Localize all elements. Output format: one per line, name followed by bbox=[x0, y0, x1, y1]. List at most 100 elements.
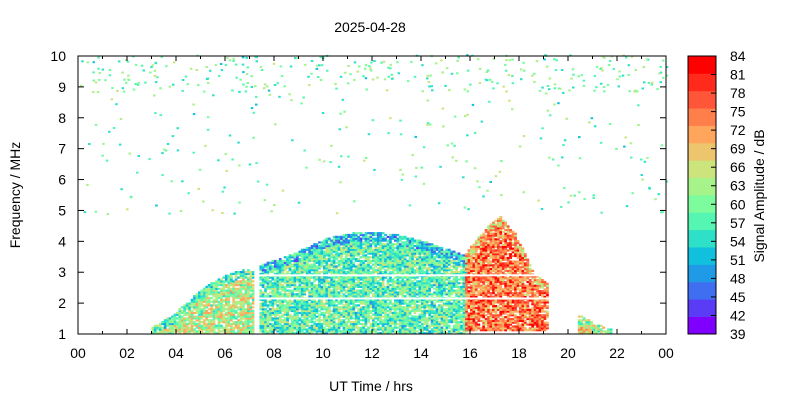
heatmap-cell bbox=[470, 275, 473, 278]
heatmap-cell bbox=[310, 254, 314, 257]
heatmap-cell bbox=[271, 306, 275, 309]
heatmap-cell bbox=[345, 261, 348, 264]
heatmap-cell bbox=[345, 252, 348, 255]
heatmap-cell bbox=[313, 302, 316, 305]
heatmap-cell bbox=[372, 278, 375, 281]
heatmap-cell bbox=[352, 271, 356, 274]
heatmap-cell bbox=[386, 309, 390, 313]
heatmap-cell bbox=[389, 287, 392, 290]
heatmap-cell bbox=[266, 285, 270, 288]
heatmap-cell bbox=[327, 322, 331, 326]
heatmap-cell bbox=[195, 308, 199, 311]
heatmap-cell bbox=[345, 267, 348, 270]
heatmap-cell bbox=[362, 291, 365, 294]
heatmap-cell bbox=[425, 295, 429, 298]
heatmap-cell bbox=[269, 326, 272, 329]
heatmap-cell bbox=[376, 322, 380, 326]
heatmap-cell bbox=[300, 291, 304, 294]
heatmap-cell bbox=[310, 311, 314, 314]
heatmap-cell bbox=[472, 249, 476, 252]
heatmap-cell bbox=[401, 245, 405, 248]
heatmap-cell bbox=[411, 237, 414, 240]
heatmap-cell bbox=[435, 332, 439, 335]
heatmap-cell bbox=[376, 243, 380, 246]
heatmap-cell bbox=[452, 289, 456, 292]
heatmap-cell bbox=[310, 330, 314, 333]
heatmap-cell bbox=[308, 252, 311, 255]
heatmap-cell bbox=[180, 330, 184, 333]
heatmap-cell bbox=[190, 315, 194, 318]
heatmap-cell bbox=[210, 326, 213, 329]
heatmap-cell bbox=[465, 260, 468, 263]
heatmap-cell bbox=[281, 289, 285, 292]
heatmap-cell bbox=[384, 258, 387, 261]
heatmap-cell bbox=[244, 274, 248, 277]
heatmap-cell bbox=[251, 274, 255, 277]
heatmap-cell bbox=[376, 298, 380, 301]
heatmap-cell bbox=[477, 282, 481, 285]
heatmap-cell bbox=[232, 326, 235, 329]
heatmap-cell bbox=[452, 326, 456, 329]
heatmap-cell bbox=[296, 261, 299, 264]
heatmap-cell bbox=[408, 306, 412, 309]
heatmap-cell bbox=[298, 319, 302, 322]
heatmap-cell bbox=[278, 322, 282, 326]
heatmap-cell bbox=[313, 258, 316, 261]
heatmap-cell bbox=[391, 291, 395, 294]
heatmap-cell bbox=[288, 280, 292, 283]
heatmap-cell bbox=[369, 332, 373, 335]
heatmap-cell bbox=[401, 246, 405, 250]
heatmap-cell bbox=[274, 321, 277, 324]
heatmap-cell bbox=[278, 309, 282, 313]
heatmap-cell bbox=[455, 315, 458, 318]
heatmap-cell bbox=[467, 266, 471, 269]
heatmap-cell bbox=[450, 308, 454, 311]
heatmap-cell bbox=[227, 302, 231, 305]
heatmap-cell bbox=[467, 277, 471, 280]
heatmap-cell bbox=[271, 313, 275, 316]
heatmap-cell bbox=[298, 254, 302, 257]
heatmap-cell bbox=[323, 259, 326, 263]
heatmap-cell bbox=[401, 311, 405, 314]
heatmap-cell bbox=[403, 332, 407, 335]
heatmap-cell bbox=[435, 315, 439, 318]
heatmap-cell bbox=[452, 300, 456, 303]
heatmap-cell bbox=[283, 293, 287, 296]
heatmap-cell bbox=[185, 311, 189, 314]
heatmap-cell bbox=[330, 309, 333, 313]
heatmap-cell bbox=[472, 323, 476, 326]
heatmap-cell bbox=[298, 326, 302, 329]
heatmap-cell bbox=[477, 258, 481, 261]
heatmap-cell bbox=[298, 272, 302, 275]
heatmap-cell bbox=[447, 298, 451, 301]
heatmap-cell bbox=[474, 251, 478, 254]
heatmap-cell bbox=[411, 291, 414, 294]
heatmap-cell bbox=[354, 237, 358, 240]
heatmap-cell bbox=[247, 285, 250, 288]
heatmap-cell bbox=[452, 280, 456, 283]
heatmap-cell bbox=[313, 308, 316, 311]
heatmap-cell bbox=[347, 304, 351, 307]
heatmap-cell bbox=[318, 330, 321, 333]
heatmap-cell bbox=[332, 317, 336, 320]
heatmap-cell bbox=[421, 271, 424, 274]
heatmap-cell bbox=[193, 322, 196, 326]
heatmap-cell bbox=[327, 300, 331, 303]
heatmap-cell bbox=[487, 245, 490, 248]
heatmap-cell bbox=[300, 265, 304, 268]
heatmap-cell bbox=[318, 322, 321, 326]
heatmap-cell bbox=[205, 326, 209, 329]
heatmap-cell bbox=[445, 315, 449, 318]
heatmap-cell bbox=[264, 302, 267, 305]
heatmap-cell bbox=[474, 329, 478, 332]
heatmap-cell bbox=[389, 259, 392, 263]
heatmap-cell bbox=[300, 328, 304, 331]
heatmap-cell bbox=[327, 256, 331, 259]
heatmap-cell bbox=[185, 302, 189, 305]
heatmap-cell bbox=[418, 300, 422, 303]
heatmap-cell bbox=[332, 235, 336, 238]
heatmap-cell bbox=[472, 308, 476, 311]
heatmap-cell bbox=[418, 332, 422, 335]
heatmap-cell bbox=[337, 322, 341, 326]
heatmap-cell bbox=[342, 311, 346, 314]
